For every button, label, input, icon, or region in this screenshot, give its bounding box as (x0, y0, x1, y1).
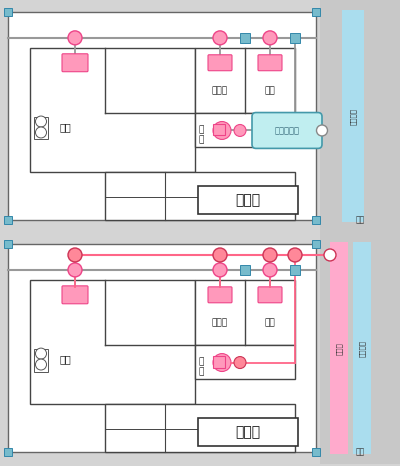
Text: 道路: 道路 (355, 447, 365, 456)
Text: 洗面所: 洗面所 (212, 86, 228, 95)
Bar (240, 33, 250, 43)
Bar (290, 33, 300, 43)
Bar (34, 116, 48, 139)
Text: 雨排水管: 雨排水管 (359, 340, 365, 357)
Bar (195, 113, 295, 147)
Bar (8, 244, 316, 452)
Circle shape (68, 263, 82, 277)
Bar (4, 216, 12, 224)
Bar (195, 280, 295, 345)
FancyBboxPatch shape (252, 113, 322, 148)
Bar (195, 48, 295, 113)
Bar (320, 0, 400, 232)
Circle shape (263, 31, 277, 45)
Circle shape (324, 249, 336, 261)
Circle shape (316, 125, 328, 136)
Bar (312, 216, 320, 224)
Bar (213, 123, 225, 136)
FancyBboxPatch shape (258, 287, 282, 303)
Circle shape (36, 359, 46, 370)
Bar (4, 8, 12, 16)
Text: 雨排水管: 雨排水管 (350, 108, 356, 125)
Circle shape (263, 248, 277, 262)
Text: 所: 所 (198, 135, 204, 144)
Bar (195, 345, 295, 379)
Bar (34, 349, 48, 371)
Text: 台所: 台所 (59, 355, 71, 364)
Circle shape (234, 124, 246, 137)
FancyBboxPatch shape (208, 287, 232, 303)
Bar (330, 242, 348, 454)
Bar (30, 48, 195, 172)
Circle shape (288, 248, 302, 262)
Circle shape (68, 31, 82, 45)
Text: 接続後: 接続後 (236, 425, 260, 439)
Text: 接続前: 接続前 (236, 193, 260, 207)
Bar (4, 240, 12, 248)
Circle shape (68, 248, 82, 262)
Text: 道路: 道路 (355, 215, 365, 224)
Text: 汚水管: 汚水管 (336, 342, 342, 355)
Circle shape (36, 116, 46, 127)
FancyBboxPatch shape (62, 286, 88, 304)
Bar (342, 10, 364, 222)
Text: 洗面所: 洗面所 (212, 318, 228, 327)
Bar (4, 448, 12, 456)
Text: 浴室: 浴室 (265, 318, 275, 327)
Text: 便: 便 (198, 125, 204, 134)
Bar (312, 8, 320, 16)
Circle shape (213, 354, 231, 371)
Bar (105, 404, 295, 452)
Text: 浴室: 浴室 (265, 86, 275, 95)
Circle shape (234, 356, 246, 369)
Bar (290, 265, 300, 275)
Bar (312, 240, 320, 248)
Circle shape (36, 348, 46, 359)
Bar (198, 186, 298, 214)
Bar (198, 418, 298, 446)
Bar (30, 280, 195, 404)
Bar (8, 12, 316, 220)
Circle shape (213, 248, 227, 262)
Text: 単独浄化槽: 単独浄化槽 (274, 126, 300, 135)
Circle shape (263, 263, 277, 277)
FancyBboxPatch shape (208, 55, 232, 71)
Bar (105, 172, 295, 220)
Bar (240, 265, 250, 275)
FancyBboxPatch shape (258, 55, 282, 71)
Circle shape (213, 263, 227, 277)
Bar (320, 232, 400, 464)
Text: 所: 所 (198, 367, 204, 376)
Text: 便: 便 (198, 357, 204, 366)
Circle shape (213, 31, 227, 45)
FancyBboxPatch shape (62, 54, 88, 72)
Bar (213, 356, 225, 368)
Bar (353, 242, 371, 454)
Circle shape (213, 122, 231, 139)
Text: 台所: 台所 (59, 123, 71, 132)
Bar (312, 448, 320, 456)
Circle shape (36, 127, 46, 138)
